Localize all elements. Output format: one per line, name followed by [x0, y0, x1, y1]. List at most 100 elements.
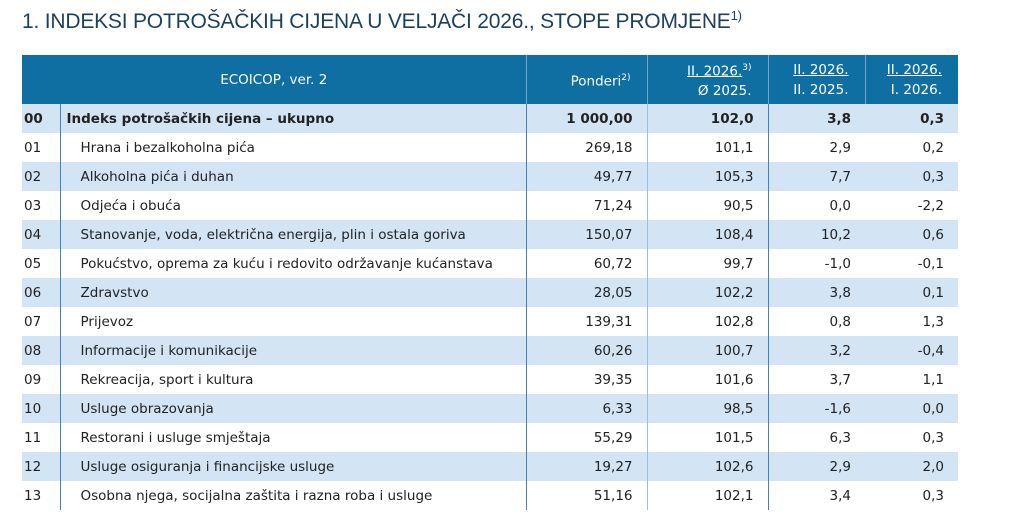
table-row: 13 Osobna njega, socijalna zaštita i razn… [22, 481, 958, 510]
row-code: 05 [24, 255, 42, 272]
row-mom-change: 0,3 [865, 162, 958, 191]
row-code: 07 [24, 313, 42, 330]
row-mom-change: 1,3 [922, 313, 944, 330]
row-mom-change: 0,1 [865, 278, 958, 307]
row-index: 102,8 [646, 307, 768, 336]
row-weight: 139,31 [525, 307, 647, 336]
row-mom-change: 0,3 [922, 487, 944, 504]
row-mom-change: 2,0 [865, 452, 958, 481]
row-weight: 60,26 [525, 336, 647, 365]
row-name: Stanovanje, voda, električna energija, p… [59, 220, 526, 249]
c5-top: II. 2026. [886, 61, 942, 78]
row-index: 108,4 [646, 220, 768, 249]
row-code: 08 [22, 336, 60, 365]
header-yoy: II. 2026. II. 2025. [767, 55, 865, 104]
table-row: 10 Usluge obrazovanja 6,33 98,5 -1,6 0,0 [22, 394, 958, 423]
row-name: Zdravstvo [59, 278, 526, 307]
header-ponderi: Ponderi2) [525, 55, 647, 104]
row-weight: 1 000,00 [525, 104, 647, 133]
row-yoy-change: 0,0 [767, 191, 865, 220]
row-yoy-change: 2,9 [767, 452, 865, 481]
row-mom-change: 0,0 [865, 394, 958, 423]
row-weight: 150,07 [525, 220, 647, 249]
row-mom-change: 0,2 [922, 139, 944, 156]
row-index: 102,1 [646, 481, 768, 510]
cpi-table: ECOICOP, ver. 2 Ponderi2) II. 2026.3) Ø 2… [22, 55, 958, 510]
row-yoy-change: 3,8 [767, 104, 865, 133]
row-index: 98,5 [646, 394, 768, 423]
row-weight: 60,72 [525, 249, 647, 278]
row-code: 02 [22, 162, 60, 191]
row-mom-change: 0,3 [865, 104, 958, 133]
row-code: 06 [22, 278, 60, 307]
table-row: 03 Odjeća i obuća 71,24 90,5 0,0 -2,2 [22, 191, 958, 220]
row-index: 102,2 [646, 278, 768, 307]
ponderi-label: Ponderi [570, 73, 622, 90]
table-row: 12 Usluge osiguranja i financijske usluge… [22, 452, 958, 481]
c4-top: II. 2026. [793, 61, 849, 78]
row-index: 102,0 [646, 104, 768, 133]
row-mom-change: 0,3 [922, 429, 944, 446]
c3-bottom: Ø 2025. [697, 83, 752, 100]
row-code: 03 [24, 197, 42, 214]
row-name: Usluge obrazovanja [59, 394, 526, 423]
c3-top: II. 2026. [687, 63, 743, 80]
row-name: Prijevoz [59, 307, 526, 336]
row-mom-change: 1,1 [922, 371, 944, 388]
row-index: 100,7 [646, 336, 768, 365]
row-code: 10 [22, 394, 60, 423]
row-index: 99,7 [646, 249, 768, 278]
title-text: 1. INDEKSI POTROŠAČKIH CIJENA U VELJAČI … [22, 10, 731, 33]
table-row: 05 Pokućstvo, oprema za kuću i redovito o… [22, 249, 958, 278]
row-index: 101,5 [646, 423, 768, 452]
row-weight: 19,27 [525, 452, 647, 481]
table-row: 08 Informacije i komunikacije 60,26 100,7 3,… [22, 336, 958, 365]
row-index: 105,3 [646, 162, 768, 191]
row-name: Osobna njega, socijalna zaštita i razna … [59, 481, 526, 510]
ponderi-footnote: 2) [621, 72, 631, 83]
row-weight: 55,29 [525, 423, 647, 452]
row-code: 11 [24, 429, 42, 446]
row-index: 101,6 [646, 365, 768, 394]
row-yoy-change: -1,0 [767, 249, 865, 278]
row-yoy-change: 3,4 [767, 481, 865, 510]
row-yoy-change: 2,9 [767, 133, 865, 162]
row-yoy-change: 3,7 [767, 365, 865, 394]
row-name: Alkoholna pića i duhan [59, 162, 526, 191]
table-row: 01 Hrana i bezalkoholna pića 269,18 101,1 2,… [22, 133, 958, 162]
row-yoy-change: 7,7 [767, 162, 865, 191]
row-mom-change: -0,1 [917, 255, 944, 272]
row-code: 04 [22, 220, 60, 249]
row-code: 01 [24, 139, 42, 156]
row-code: 12 [22, 452, 60, 481]
table-row: 00 Indeks potrošačkih cijena – ukupno 1 00… [22, 104, 958, 133]
row-name: Pokućstvo, oprema za kuću i redovito odr… [59, 249, 526, 278]
row-name: Informacije i komunikacije [59, 336, 526, 365]
c3-footnote: 3) [742, 62, 752, 73]
header-mom: II. 2026. I. 2026. [864, 55, 958, 104]
table-row: 09 Rekreacija, sport i kultura 39,35 101,6 3… [22, 365, 958, 394]
row-name: Hrana i bezalkoholna pića [59, 133, 526, 162]
row-yoy-change: 0,8 [767, 307, 865, 336]
title-footnote: 1) [730, 8, 742, 23]
row-name: Restorani i usluge smještaja [59, 423, 526, 452]
row-weight: 51,16 [525, 481, 647, 510]
row-weight: 28,05 [525, 278, 647, 307]
row-weight: 71,24 [525, 191, 647, 220]
c4-bottom: II. 2025. [793, 81, 849, 98]
row-yoy-change: 6,3 [767, 423, 865, 452]
row-yoy-change: -1,6 [767, 394, 865, 423]
row-name: Odjeća i obuća [59, 191, 526, 220]
row-index: 102,6 [646, 452, 768, 481]
table-row: 06 Zdravstvo 28,05 102,2 3,8 0,1 [22, 278, 958, 307]
row-index: 90,5 [646, 191, 768, 220]
table-row: 04 Stanovanje, voda, električna energija,… [22, 220, 958, 249]
row-code: 09 [24, 371, 42, 388]
table-row: 07 Prijevoz 139,31 102,8 0,8 1,3 [22, 307, 958, 336]
table-header: ECOICOP, ver. 2 Ponderi2) II. 2026.3) Ø 2… [22, 55, 958, 104]
row-mom-change: -0,4 [865, 336, 958, 365]
row-name: Usluge osiguranja i financijske usluge [59, 452, 526, 481]
row-name: Indeks potrošačkih cijena – ukupno [59, 104, 526, 133]
row-yoy-change: 3,2 [767, 336, 865, 365]
row-yoy-change: 3,8 [767, 278, 865, 307]
